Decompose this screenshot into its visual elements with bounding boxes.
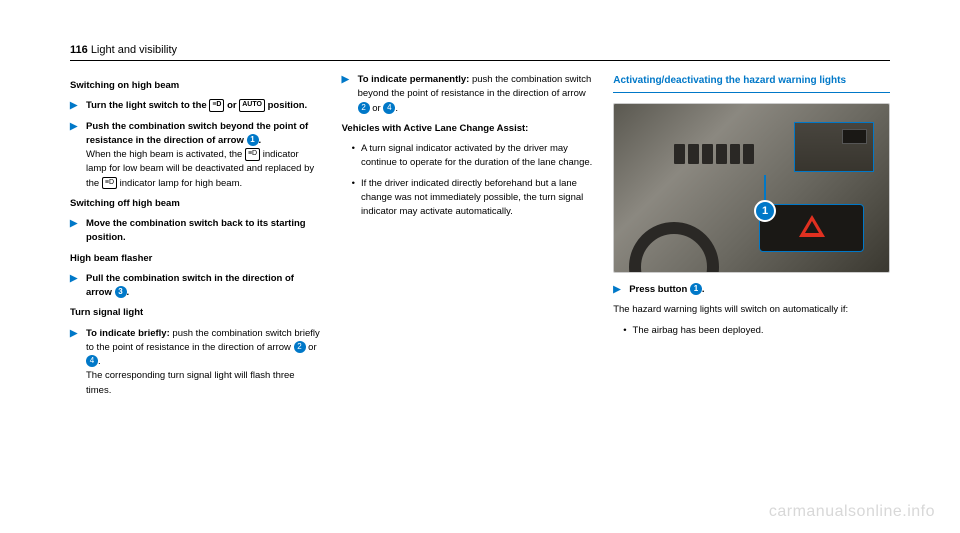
control-panel — [794, 122, 874, 172]
step-text: Move the combination switch back to its … — [86, 217, 322, 246]
page-number: 116 — [70, 44, 88, 56]
step-item: ▶ Press button 1. — [613, 283, 890, 297]
arrow-icon: ▶ — [342, 73, 352, 116]
callout-4: 4 — [383, 102, 395, 114]
callout-line — [764, 175, 766, 200]
bullet-icon: • — [352, 177, 355, 220]
step-item: ▶ Push the combination switch beyond the… — [70, 120, 322, 191]
dashboard-illustration: 1 — [613, 103, 890, 273]
bullet-text: If the driver indicated directly beforeh… — [361, 177, 593, 220]
heading-flasher: High beam flasher — [70, 252, 322, 266]
step-text: Press button 1. — [629, 283, 704, 297]
heading-turn-signal: Turn signal light — [70, 306, 322, 320]
step-item: ▶ To indicate permanently: push the comb… — [342, 73, 594, 116]
air-vents — [674, 144, 754, 164]
bullet-icon: • — [623, 324, 626, 338]
step-item: ▶ Turn the light switch to the ≡D or AUT… — [70, 99, 322, 113]
step-text: To indicate permanently: push the combin… — [358, 73, 594, 116]
high-beam-icon: ≡D — [102, 177, 117, 190]
step-text: To indicate briefly: push the combinatio… — [86, 327, 322, 398]
arrow-icon: ▶ — [70, 99, 80, 113]
heading-high-beam-on: Switching on high beam — [70, 79, 322, 93]
step-text: Turn the light switch to the ≡D or AUTO … — [86, 99, 307, 113]
step-item: ▶ Move the combination switch back to it… — [70, 217, 322, 246]
watermark: carmanualsonline.info — [769, 503, 935, 521]
step-text: Push the combination switch beyond the p… — [86, 120, 322, 191]
callout-4: 4 — [86, 355, 98, 367]
steering-wheel — [629, 222, 719, 273]
callout-number-1: 1 — [754, 200, 776, 222]
page-header: 116 Light and visibility — [70, 40, 890, 61]
callout-2: 2 — [358, 102, 370, 114]
step-text: Pull the combination switch in the direc… — [86, 272, 322, 301]
callout-1: 1 — [247, 134, 259, 146]
section-title: Light and visibility — [91, 44, 177, 56]
column-3: Activating/deactivating the hazard warni… — [613, 73, 890, 404]
arrow-icon: ▶ — [70, 120, 80, 191]
arrow-icon: ▶ — [70, 327, 80, 398]
arrow-icon: ▶ — [70, 272, 80, 301]
bullet-item: • A turn signal indicator activated by t… — [342, 142, 594, 171]
bullet-icon: • — [352, 142, 355, 171]
arrow-icon: ▶ — [70, 217, 80, 246]
heading-high-beam-off: Switching off high beam — [70, 197, 322, 211]
column-2: ▶ To indicate permanently: push the comb… — [342, 73, 594, 404]
callout-3: 3 — [115, 286, 127, 298]
hazard-heading: Activating/deactivating the hazard warni… — [613, 73, 890, 93]
auto-icon: AUTO — [239, 99, 265, 112]
vehicles-heading: Vehicles with Active Lane Change Assist: — [342, 122, 594, 136]
hazard-triangle-icon — [799, 215, 825, 237]
step-item: ▶ Pull the combination switch in the dir… — [70, 272, 322, 301]
display-screen — [842, 129, 867, 144]
bullet-item: • The airbag has been deployed. — [613, 324, 890, 338]
bullet-item: • If the driver indicated directly befor… — [342, 177, 594, 220]
column-1: Switching on high beam ▶ Turn the light … — [70, 73, 322, 404]
step-item: ▶ To indicate briefly: push the combinat… — [70, 327, 322, 398]
bullet-text: The airbag has been deployed. — [633, 324, 764, 338]
arrow-icon: ▶ — [613, 283, 623, 297]
paragraph: The hazard warning lights will switch on… — [613, 303, 890, 317]
bullet-text: A turn signal indicator activated by the… — [361, 142, 593, 171]
callout-1: 1 — [690, 283, 702, 295]
light-icon: ≡D — [209, 99, 224, 112]
callout-2: 2 — [294, 341, 306, 353]
light-icon: ≡D — [245, 148, 260, 161]
